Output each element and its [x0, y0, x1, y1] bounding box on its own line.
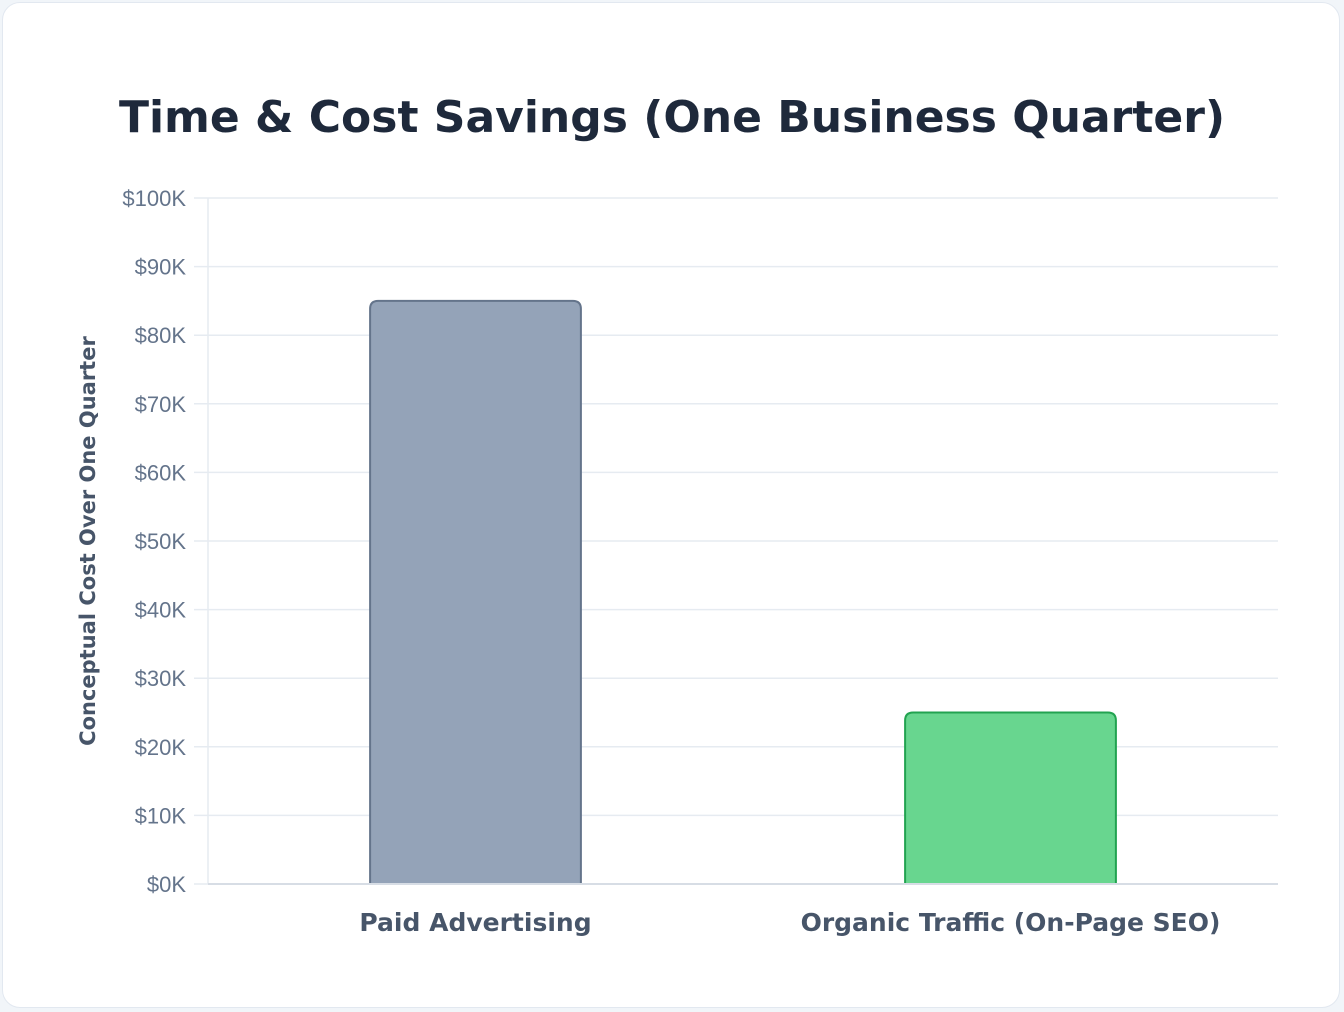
- y-tick-label: $100K: [122, 186, 186, 211]
- y-tick-label: $30K: [135, 666, 187, 691]
- y-tick-label: $80K: [135, 323, 187, 348]
- y-tick-label: $40K: [135, 598, 187, 623]
- y-tick-label: $0K: [147, 872, 186, 897]
- y-axis-ticks: $0K $10K $20K $30K $40K $50K $60K $70K $80K $90K $…: [122, 186, 186, 897]
- y-tick-label: $70K: [135, 392, 187, 417]
- y-tick-label: $10K: [135, 803, 187, 828]
- x-axis-categories: Paid Advertising Organic Traffic (On-Page…: [359, 908, 1220, 937]
- y-tick-label: $20K: [135, 735, 187, 760]
- x-category-label: Organic Traffic (On-Page SEO): [801, 908, 1221, 937]
- y-tick-label: $90K: [135, 255, 187, 280]
- y-tick-label: $50K: [135, 529, 187, 554]
- x-category-label: Paid Advertising: [359, 908, 591, 937]
- y-axis-label: Conceptual Cost Over One Quarter: [76, 336, 100, 746]
- bars: [369, 299, 1117, 885]
- chart-title: Time & Cost Savings (One Business Quarte…: [118, 92, 1226, 143]
- bar-1[interactable]: [904, 711, 1117, 885]
- bar-0[interactable]: [369, 299, 582, 885]
- y-tick-label: $60K: [135, 460, 187, 485]
